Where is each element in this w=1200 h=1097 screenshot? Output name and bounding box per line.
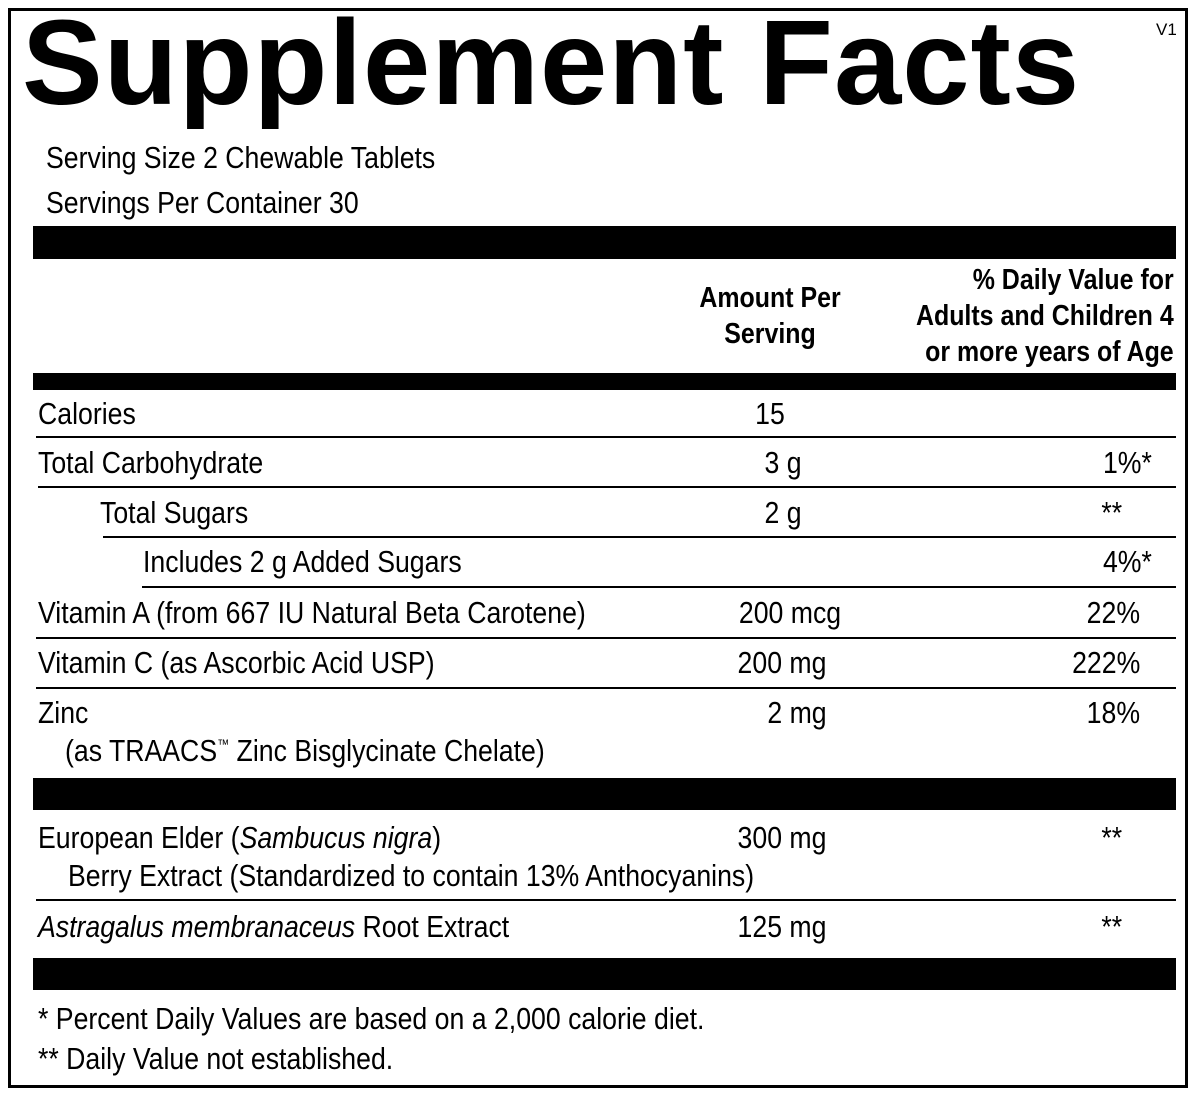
ingredient-dv: ** [1101,909,1122,944]
servings-per-container: Servings Per Container 30 [46,185,359,220]
nutrient-name: Zinc [38,695,89,730]
serving-size: Serving Size 2 Chewable Tablets [46,140,436,175]
name-text: European Elder ( [38,820,240,855]
nutrient-name: Calories [38,396,136,431]
header-line: or more years of Age [925,336,1174,368]
nutrient-dv: 18% [1086,695,1140,730]
name-text: Root Extract [355,909,510,944]
row-divider [38,486,1176,488]
nutrient-dv: 222% [1071,645,1140,680]
panel-title: Supplement Facts [22,0,1081,130]
version-label: V1 [1156,20,1177,39]
row-divider [103,536,1176,538]
row-divider [36,899,1176,901]
latin-name: Astragalus membranaceus [38,909,356,944]
row-divider [142,586,1176,588]
supplement-facts-panel [8,8,1188,1088]
subtitle-text: Zinc Bisglycinate Chelate) [229,733,545,768]
nutrient-amount: 2 mg [767,695,827,730]
divider-bar [33,373,1176,390]
name-text: ) [432,820,442,855]
subtitle-text: (as TRAACS [65,733,218,768]
nutrient-amount: 200 mg [737,645,827,680]
ingredient-name: European Elder (Sambucus nigra) [38,822,441,853]
header-line: Amount Per [699,282,841,314]
nutrient-dv: 22% [1086,595,1140,630]
nutrient-name: Vitamin A (from 667 IU Natural Beta Caro… [38,595,586,630]
header-line: Serving [724,318,816,350]
trademark-symbol: ™ [217,736,230,752]
nutrient-name: Includes 2 g Added Sugars [143,544,462,579]
footnote: ** Daily Value not established. [38,1041,394,1076]
nutrient-name: Vitamin C (as Ascorbic Acid USP) [38,645,435,680]
divider-bar [33,226,1176,259]
daily-value-header: % Daily Value for Adults and Children 4 … [916,262,1174,370]
divider-bar [33,778,1176,810]
ingredient-name: Astragalus membranaceus Root Extract [38,911,509,942]
nutrient-amount: 2 g [764,495,802,530]
header-line: % Daily Value for [973,264,1174,296]
nutrient-subtitle: (as TRAACS™ Zinc Bisglycinate Chelate) [65,735,545,766]
divider-bar [33,958,1176,990]
nutrient-amount: 15 [755,396,785,431]
nutrient-name: Total Carbohydrate [38,445,264,480]
ingredient-subtitle: Berry Extract (Standardized to contain 1… [68,858,755,893]
ingredient-dv: ** [1101,820,1122,855]
nutrient-dv: 4%* [1103,544,1152,579]
nutrient-dv: 1%* [1103,445,1152,480]
nutrient-amount: 3 g [764,445,802,480]
ingredient-amount: 125 mg [737,909,827,944]
row-divider [36,436,1176,438]
latin-name: Sambucus nigra [239,820,433,855]
nutrient-amount: 200 mcg [738,595,842,630]
nutrient-dv: ** [1101,495,1122,530]
header-line: Adults and Children 4 [916,300,1174,332]
ingredient-amount: 300 mg [737,820,827,855]
row-divider [36,637,1176,639]
footnote: * Percent Daily Values are based on a 2,… [38,1001,705,1036]
amount-per-serving-header: Amount Per Serving [699,280,840,352]
row-divider [36,687,1176,689]
nutrient-name: Total Sugars [100,495,249,530]
